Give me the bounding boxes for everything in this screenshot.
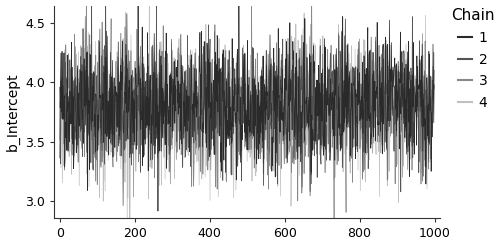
4	[209, 115, 215, 118]
2	[95, 99, 101, 102]
3	[356, 55, 362, 58]
1	[350, 146, 356, 149]
3	[95, 127, 101, 130]
Line: 3: 3	[60, 0, 434, 227]
1	[155, 210, 161, 213]
2	[120, 204, 126, 207]
Line: 4: 4	[60, 0, 434, 232]
3	[57, 138, 63, 141]
3	[350, 181, 356, 184]
1	[95, 114, 101, 117]
2	[314, 133, 320, 136]
3	[431, 87, 437, 90]
4	[350, 101, 356, 104]
3	[314, 88, 320, 91]
1	[314, 79, 320, 82]
4	[314, 145, 320, 148]
4	[431, 53, 437, 56]
2	[356, 102, 362, 105]
4	[356, 145, 362, 148]
2	[222, 171, 228, 174]
1	[57, 86, 63, 89]
1	[356, 101, 362, 104]
2	[209, 92, 215, 95]
4	[57, 156, 63, 159]
2	[431, 69, 437, 72]
3	[222, 116, 228, 119]
1	[209, 138, 215, 140]
4	[124, 231, 130, 233]
3	[127, 226, 133, 229]
Line: 2: 2	[60, 0, 434, 206]
4	[222, 68, 228, 71]
2	[350, 144, 356, 147]
3	[208, 132, 214, 135]
Y-axis label: b_Intercept: b_Intercept	[6, 73, 20, 151]
Line: 1: 1	[60, 0, 434, 211]
1	[431, 83, 437, 86]
2	[57, 156, 63, 159]
1	[222, 171, 228, 174]
4	[95, 107, 101, 109]
Legend: 1, 2, 3, 4: 1, 2, 3, 4	[451, 8, 494, 110]
